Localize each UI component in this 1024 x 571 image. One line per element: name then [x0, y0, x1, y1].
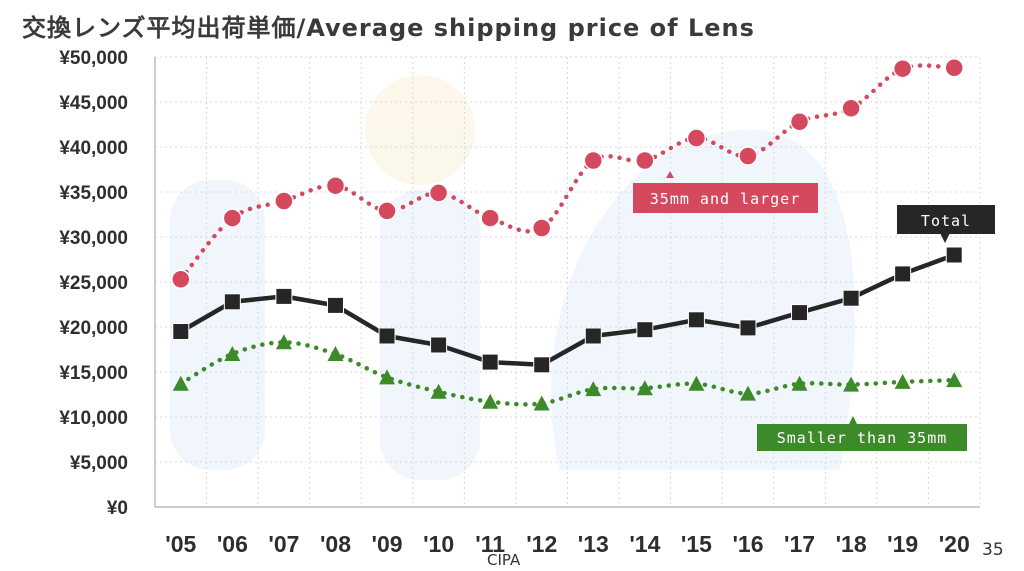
y-tick-label: ¥35,000 [59, 183, 128, 204]
y-tick-label: ¥0 [107, 498, 128, 519]
marker-total-point [584, 327, 602, 345]
marker-large-point [325, 175, 346, 196]
series-line-total [179, 252, 955, 368]
x-axis-tick-labels: '05 '06 '07 '08 '09 '10 '11 '12 '13 '14 '15 '16 '17 '… [165, 531, 970, 557]
y-tick-label: ¥45,000 [59, 93, 128, 114]
legend-callout-large: 35mm and larger [633, 171, 818, 213]
marker-small-point [894, 373, 911, 389]
marker-large-point [274, 191, 294, 211]
marker-total-point [791, 304, 809, 322]
legend-label-total: Total [921, 212, 971, 230]
chart-grid [155, 56, 981, 507]
x-tick-label: '18 [836, 531, 867, 557]
marker-large-point [531, 218, 552, 238]
y-tick-label: ¥50,000 [59, 48, 128, 69]
marker-total-point [481, 353, 499, 371]
marker-total-point [739, 319, 757, 337]
marker-total-point [223, 293, 241, 311]
marker-total-point [945, 246, 963, 264]
x-tick-label: '19 [887, 531, 918, 557]
marker-small-point [636, 380, 653, 396]
marker-total-point [326, 296, 344, 314]
marker-small-point [843, 376, 860, 392]
marker-large-point [171, 269, 191, 290]
chart-axes [154, 57, 980, 508]
legend-label-small: Smaller than 35mm [777, 429, 948, 447]
legend-callout-small: Smaller than 35mm [757, 416, 967, 451]
x-tick-label: '20 [939, 531, 970, 557]
marker-small-point [688, 375, 705, 391]
marker-total-point [842, 289, 860, 307]
series-line-large [178, 63, 957, 282]
x-tick-label: '11 [475, 531, 505, 557]
marker-small-point [224, 346, 241, 361]
x-tick-label: '16 [732, 531, 763, 557]
marker-small-point [327, 346, 344, 361]
cipa-watermark [170, 75, 855, 480]
marker-large-point [377, 201, 397, 221]
source-label: CIPA [487, 551, 521, 569]
y-tick-label: ¥30,000 [59, 228, 128, 249]
marker-small-point [379, 369, 396, 385]
page-number: 35 [982, 540, 1004, 560]
x-tick-label: '17 [784, 531, 815, 557]
marker-small-point [482, 393, 499, 409]
marker-large-point [789, 112, 810, 132]
y-tick-label: ¥5,000 [70, 453, 128, 474]
y-tick-label: ¥15,000 [59, 363, 128, 384]
marker-total-point [378, 327, 396, 345]
marker-small-point [791, 375, 808, 391]
marker-large-point [892, 58, 913, 79]
marker-large-point [944, 58, 964, 78]
y-tick-label: ¥10,000 [59, 408, 128, 429]
x-tick-label: '12 [526, 531, 557, 557]
marker-small-point [172, 375, 189, 391]
marker-large-point [841, 98, 861, 119]
marker-large-point [222, 208, 243, 228]
marker-large-point [428, 183, 449, 203]
series-lines [178, 63, 957, 407]
marker-large-point [635, 150, 655, 171]
y-tick-label: ¥40,000 [59, 138, 128, 159]
marker-large-point [738, 146, 758, 166]
marker-small-point [275, 334, 292, 350]
x-tick-label: '15 [681, 531, 712, 557]
x-tick-label: '09 [372, 531, 403, 557]
chart-title: 交換レンズ平均出荷単価/Average shipping price of Le… [22, 14, 755, 42]
y-tick-label: ¥25,000 [59, 273, 128, 294]
marker-total-point [430, 336, 448, 354]
marker-small-point [946, 372, 963, 388]
x-tick-label: '10 [423, 531, 454, 557]
y-tick-label: ¥20,000 [59, 318, 128, 339]
x-tick-label: '07 [268, 531, 299, 557]
marker-total-point [687, 311, 705, 329]
marker-large-point [480, 208, 500, 228]
marker-total-point [636, 321, 654, 339]
legend-label-large: 35mm and larger [650, 190, 800, 208]
marker-large-point [583, 150, 604, 171]
x-tick-label: '13 [578, 531, 609, 557]
legend-callout-total: Total [897, 205, 995, 243]
marker-large-point [686, 128, 707, 148]
series-markers [171, 58, 964, 411]
x-tick-label: '05 [165, 531, 196, 557]
x-tick-label: '14 [629, 531, 660, 557]
marker-small-point [533, 395, 550, 411]
marker-small-point [585, 381, 602, 397]
marker-total-point [533, 356, 551, 374]
x-tick-label: '06 [217, 531, 248, 557]
y-axis-tick-labels: ¥0 ¥5,000 ¥10,000 ¥15,000 ¥20,000 ¥25,000 ¥30,… [59, 48, 128, 519]
marker-small-point [430, 383, 447, 399]
x-tick-label: '08 [320, 531, 351, 557]
marker-total-point [894, 265, 912, 283]
marker-total-point [275, 287, 293, 305]
marker-small-point [739, 385, 756, 401]
marker-total-point [172, 323, 190, 340]
